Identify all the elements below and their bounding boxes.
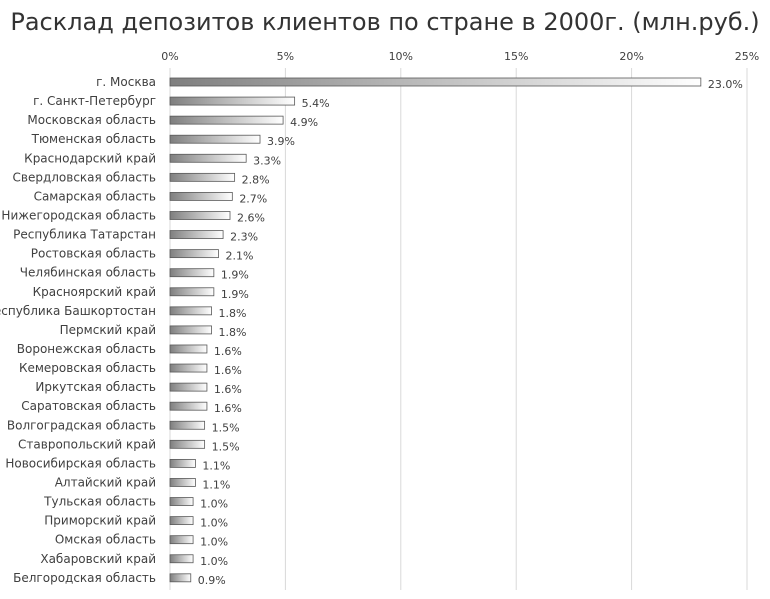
category-label: Хабаровский край <box>40 552 156 566</box>
category-label: Белгородская область <box>13 571 156 585</box>
category-label: Нижегородская область <box>1 208 156 222</box>
data-label: 2.1% <box>225 250 253 263</box>
bar <box>169 497 194 506</box>
data-label: 4.9% <box>290 116 318 129</box>
data-label: 2.3% <box>230 231 258 244</box>
x-tick-label: 15% <box>504 50 528 63</box>
bar <box>169 363 208 373</box>
bar <box>169 325 212 335</box>
bar <box>169 192 233 201</box>
category-label: Московская область <box>27 113 156 127</box>
category-label: г. Санкт-Петербург <box>33 94 156 108</box>
data-label: 2.8% <box>242 173 270 186</box>
x-tick-label: 25% <box>735 50 759 63</box>
category-label: Приморский край <box>44 514 156 528</box>
bar <box>169 420 206 430</box>
bar <box>169 573 192 583</box>
bar <box>169 478 196 487</box>
data-label: 1.0% <box>200 498 228 511</box>
x-tick-label: 0% <box>161 50 178 63</box>
data-label: 1.9% <box>221 288 249 301</box>
bar <box>169 439 206 449</box>
category-label: Краснодарский край <box>24 151 156 165</box>
x-tick-label: 5% <box>277 50 294 63</box>
data-label: 1.6% <box>214 383 242 396</box>
bar <box>169 268 215 278</box>
category-label: Алтайский край <box>55 475 156 489</box>
bar <box>169 287 215 297</box>
category-label: Свердловская область <box>13 170 157 184</box>
bar <box>169 458 196 468</box>
category-label: Красноярский край <box>33 285 156 299</box>
bar <box>169 401 208 411</box>
bar <box>169 134 261 144</box>
data-label: 1.5% <box>212 440 240 453</box>
data-labels: 23.0% 5.4% 4.9% 3.9% 3.3% 2.8% 2.7% 2.6% 2.3% 2.1… <box>198 78 743 587</box>
category-label: Республика Татарстан <box>13 228 156 242</box>
data-label: 1.0% <box>200 555 228 568</box>
category-label: Омская область <box>55 533 156 547</box>
bar <box>169 554 194 564</box>
data-label: 1.8% <box>219 326 247 339</box>
data-label: 1.9% <box>221 269 249 282</box>
category-label: Иркутская область <box>35 380 156 394</box>
bar <box>169 535 194 545</box>
data-label: 1.0% <box>200 517 228 530</box>
category-label: Саратовская область <box>21 399 156 413</box>
category-label: Ставропольский край <box>18 437 156 451</box>
bar <box>169 96 296 106</box>
bars <box>169 77 702 583</box>
bar <box>169 249 219 259</box>
data-label: 1.6% <box>214 345 242 358</box>
x-axis-ticks: 0% 5% 10% 15% 20% 25% <box>161 50 759 63</box>
category-label: Самарская область <box>34 189 156 203</box>
bar <box>169 153 247 163</box>
data-label: 1.1% <box>202 478 230 491</box>
category-label: Тульская область <box>43 495 156 509</box>
data-label: 1.0% <box>200 536 228 549</box>
gridlines <box>169 68 748 590</box>
data-label: 1.6% <box>214 402 242 415</box>
chart-title: Расклад депозитов клиентов по стране в 2… <box>10 8 760 36</box>
bar <box>169 306 212 316</box>
x-tick-label: 20% <box>619 50 643 63</box>
category-label: Новосибирская область <box>5 456 156 470</box>
category-label: г. Москва <box>96 75 156 89</box>
data-label: 0.9% <box>198 574 226 587</box>
bar <box>169 115 284 125</box>
bar <box>169 77 702 87</box>
data-label: 3.3% <box>253 154 281 167</box>
bar <box>169 516 194 526</box>
bar <box>169 230 224 239</box>
category-label: Кемеровская область <box>19 361 156 375</box>
category-label: Волгоградская область <box>7 418 156 432</box>
bar <box>169 172 236 182</box>
data-label: 1.5% <box>212 421 240 434</box>
data-label: 2.6% <box>237 211 265 224</box>
y-axis-labels: г. Москва г. Санкт-Петербург Московская об… <box>0 75 156 585</box>
category-label: Челябинская область <box>20 266 156 280</box>
category-label: Тюменская область <box>31 132 156 146</box>
data-label: 2.7% <box>239 192 267 205</box>
data-label: 5.4% <box>302 97 330 110</box>
category-label: Пермский край <box>60 323 156 337</box>
bar <box>169 382 208 392</box>
data-label: 1.6% <box>214 364 242 377</box>
data-label: 1.8% <box>219 307 247 320</box>
category-label: Республика Башкортостан <box>0 304 156 318</box>
bar <box>169 211 231 220</box>
data-label: 3.9% <box>267 135 295 148</box>
data-label: 23.0% <box>708 78 743 91</box>
data-label: 1.1% <box>202 459 230 472</box>
bar <box>169 344 208 354</box>
category-label: Ростовская область <box>31 247 156 261</box>
category-label: Воронежская область <box>17 342 156 356</box>
x-tick-label: 10% <box>389 50 413 63</box>
